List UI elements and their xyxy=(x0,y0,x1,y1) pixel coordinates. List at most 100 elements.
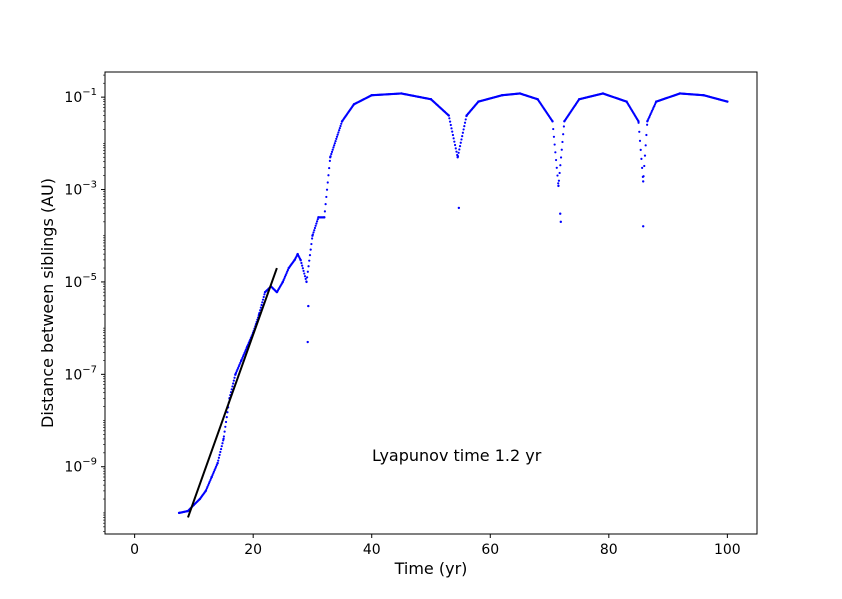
data-point xyxy=(301,264,304,267)
data-point xyxy=(557,184,560,188)
data-point xyxy=(559,220,563,224)
data-point xyxy=(205,487,208,490)
data-point xyxy=(477,100,480,103)
y-axis-label: Distance between siblings (AU) xyxy=(38,178,57,428)
data-point xyxy=(310,237,314,240)
series-dips xyxy=(306,206,645,344)
data-point xyxy=(642,175,645,178)
data-point xyxy=(303,272,306,275)
data-point xyxy=(338,129,341,132)
data-point xyxy=(327,174,330,177)
data-point xyxy=(457,151,460,154)
data-point xyxy=(456,156,459,159)
data-point xyxy=(332,146,335,149)
y-tick-label: 10−5 xyxy=(64,272,97,291)
y-tick-label: 10−3 xyxy=(64,180,97,199)
data-point xyxy=(559,212,562,215)
data-point xyxy=(237,365,240,368)
data-point xyxy=(235,370,238,373)
data-point xyxy=(447,114,450,117)
data-point xyxy=(643,154,647,157)
data-point xyxy=(536,98,539,101)
data-point xyxy=(293,258,296,262)
data-point xyxy=(313,229,316,232)
data-point xyxy=(555,166,558,169)
data-point xyxy=(556,174,559,177)
data-point xyxy=(309,248,312,251)
data-point xyxy=(465,114,468,117)
data-point xyxy=(215,463,218,467)
data-point xyxy=(451,133,455,137)
data-point xyxy=(400,92,403,95)
data-point xyxy=(328,159,331,162)
data-point xyxy=(222,435,226,438)
data-point xyxy=(448,117,451,120)
data-point xyxy=(207,483,210,487)
data-point xyxy=(312,231,315,234)
data-point xyxy=(562,133,565,136)
data-point xyxy=(461,131,464,134)
data-point xyxy=(305,280,308,284)
data-point xyxy=(237,366,240,370)
data-point xyxy=(339,124,342,128)
data-point xyxy=(308,254,312,257)
data-point xyxy=(304,277,307,280)
x-tick-label: 40 xyxy=(363,542,381,558)
data-point xyxy=(449,123,452,127)
data-point xyxy=(261,301,264,304)
data-point xyxy=(561,140,564,144)
data-point xyxy=(310,242,313,246)
data-point xyxy=(222,437,225,441)
data-point xyxy=(242,353,245,356)
series-dots xyxy=(177,92,729,515)
data-point xyxy=(557,179,561,182)
x-tick-label: 20 xyxy=(244,542,262,558)
data-point xyxy=(296,252,299,256)
data-point xyxy=(217,456,221,459)
data-point xyxy=(461,135,464,138)
data-point xyxy=(553,143,556,146)
data-point xyxy=(311,234,314,237)
data-point xyxy=(234,373,237,376)
data-point xyxy=(331,148,334,151)
data-point xyxy=(219,450,222,454)
data-point xyxy=(303,275,307,278)
data-point xyxy=(301,267,304,270)
data-point xyxy=(281,280,285,284)
data-point xyxy=(208,480,211,483)
data-point xyxy=(329,156,332,159)
data-point xyxy=(286,270,289,273)
data-point xyxy=(462,128,465,131)
data-point xyxy=(646,123,649,126)
data-point xyxy=(451,130,454,133)
data-point xyxy=(218,453,221,456)
data-point xyxy=(448,120,452,123)
data-point xyxy=(452,137,455,140)
data-point xyxy=(241,356,244,360)
data-point xyxy=(336,133,339,136)
data-point xyxy=(551,120,554,123)
data-point xyxy=(678,92,682,95)
data-point xyxy=(302,269,305,273)
data-point xyxy=(340,122,343,125)
data-point xyxy=(209,478,212,482)
data-point xyxy=(655,100,658,103)
data-point xyxy=(330,152,333,156)
data-point xyxy=(552,135,556,138)
data-point xyxy=(285,272,288,275)
data-point xyxy=(306,276,309,279)
data-point xyxy=(323,216,326,219)
data-point xyxy=(225,415,228,419)
data-point xyxy=(459,141,462,144)
data-point xyxy=(243,351,246,355)
data-point xyxy=(643,164,646,168)
x-tick-label: 0 xyxy=(130,542,139,558)
data-point xyxy=(352,103,356,106)
data-point xyxy=(726,100,729,103)
axes-frame xyxy=(104,71,758,535)
data-point xyxy=(333,144,336,147)
data-point xyxy=(283,275,287,278)
data-point xyxy=(231,385,234,388)
data-point xyxy=(326,181,329,184)
